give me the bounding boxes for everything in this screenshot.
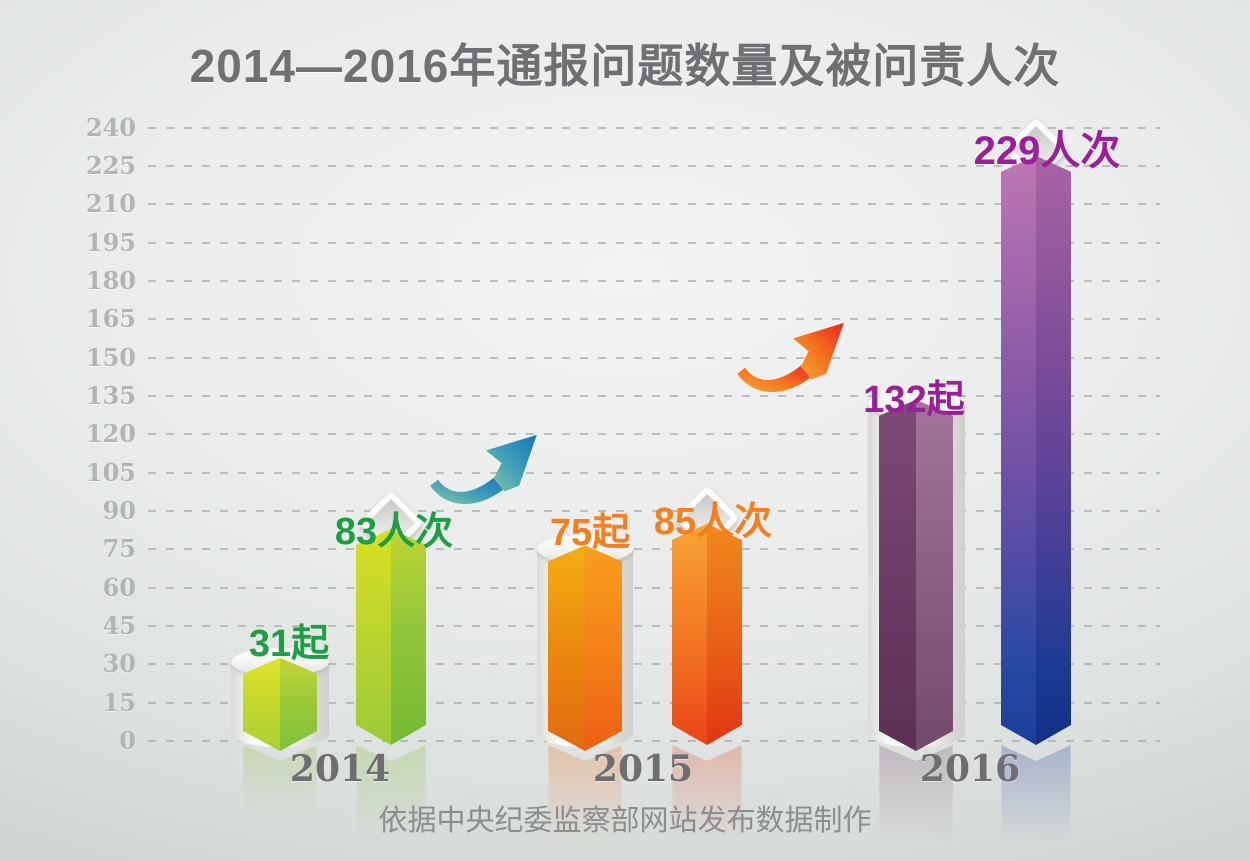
y-tick-165: 165	[85, 304, 136, 334]
growth-arrow-2014-2015-icon	[430, 434, 537, 505]
gridline-210	[148, 203, 1160, 206]
gridline-135	[148, 395, 1160, 398]
bar-2016-cases-ribbon	[879, 400, 953, 751]
bar-2016-cases-reflection	[879, 745, 953, 860]
gridline-150	[148, 356, 1160, 359]
bar-2014-persons-left-face	[356, 529, 391, 745]
bar-2015-cases-ribbon	[548, 545, 622, 751]
gridline-240	[148, 126, 1160, 129]
growth-arrow-2015-2016-icon	[737, 322, 844, 393]
gridline-60	[148, 586, 1160, 589]
axis-label-2016: 2016	[919, 748, 1021, 790]
gridline-225	[148, 165, 1160, 168]
gridline-120	[148, 433, 1160, 436]
bar-2015-persons-left-face	[672, 524, 707, 745]
label-2016-cases: 132起	[863, 379, 965, 421]
y-tick-15: 15	[102, 687, 136, 717]
y-tick-30: 30	[102, 649, 136, 679]
chart-title: 2014—2016年通报问题数量及被问责人次	[189, 40, 1061, 92]
bar-2016-cases-right-face	[916, 400, 953, 751]
bar-2016-persons-left-face	[1001, 156, 1036, 745]
bar-2016-persons-ribbon	[1001, 156, 1071, 745]
label-2016-persons: 229人次	[973, 129, 1121, 173]
bar-2016-persons-reflection	[1001, 745, 1071, 860]
bar-2015-persons-ribbon	[672, 524, 742, 745]
y-tick-180: 180	[85, 266, 136, 296]
gridline-0	[148, 740, 1160, 742]
gridline-105	[148, 471, 1160, 474]
bar-2015-cases-right-face	[585, 545, 622, 751]
y-tick-75: 75	[102, 534, 136, 564]
gridline-180	[148, 280, 1160, 283]
y-tick-195: 195	[85, 227, 136, 257]
gridline-195	[148, 241, 1160, 244]
bar-2015-persons-right-face	[707, 524, 742, 745]
gridline-15	[148, 701, 1160, 704]
y-tick-90: 90	[102, 496, 136, 526]
axis-label-2014: 2014	[289, 748, 391, 790]
y-tick-120: 120	[85, 419, 136, 449]
y-tick-225: 225	[85, 151, 136, 181]
source-note: 依据中央纪委监察部网站发布数据制作	[378, 805, 872, 837]
bar-2014-persons-reflection	[356, 745, 426, 860]
gridline-45	[148, 625, 1160, 628]
bar-2016-cases-left-face	[879, 400, 916, 751]
y-tick-135: 135	[85, 381, 136, 411]
label-2014-cases: 31起	[248, 623, 330, 665]
gridline-75	[148, 548, 1160, 551]
bar-2015-cases-reflection	[548, 745, 622, 860]
y-tick-0: 0	[119, 726, 136, 755]
gridline-30	[148, 663, 1160, 666]
bar-2014-persons-right-face	[391, 529, 426, 745]
bar-2014-persons-ribbon	[356, 529, 426, 745]
bar-2015-persons-reflection	[672, 745, 742, 860]
y-tick-150: 150	[85, 342, 136, 372]
bar-2015-cases-left-face	[548, 545, 585, 751]
axis-label-2015: 2015	[592, 748, 694, 790]
label-2015-cases: 75起	[549, 512, 631, 554]
label-2015-persons: 85人次	[653, 501, 773, 543]
y-tick-240: 240	[85, 112, 136, 142]
gridline-90	[148, 510, 1160, 513]
y-tick-60: 60	[102, 572, 136, 602]
y-tick-105: 105	[85, 457, 136, 487]
y-tick-210: 210	[85, 189, 136, 219]
bar-2016-persons-right-face	[1036, 156, 1071, 745]
y-tick-45: 45	[102, 611, 136, 641]
gridline-165	[148, 318, 1160, 321]
label-2014-persons: 83人次	[334, 511, 454, 553]
